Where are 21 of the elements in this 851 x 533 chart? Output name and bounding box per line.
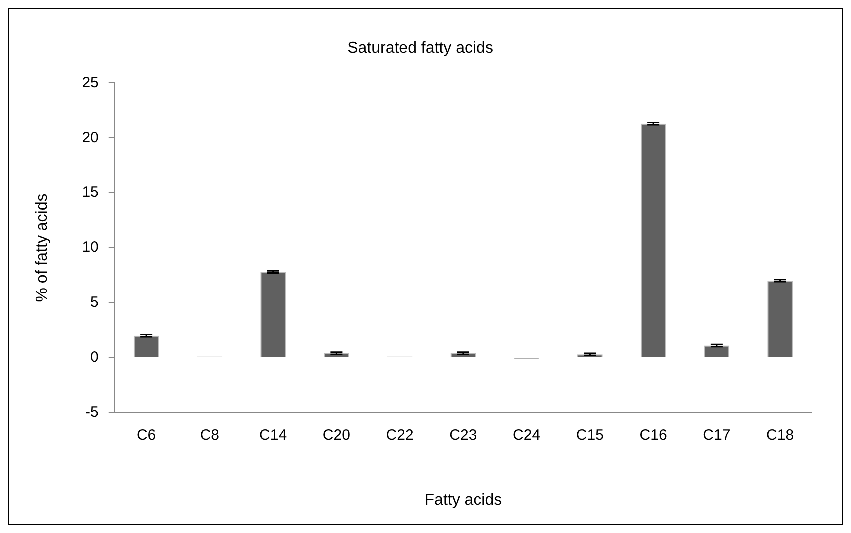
x-tick-label: C22 — [386, 426, 414, 444]
y-tick-label: 25 — [82, 74, 99, 92]
y-axis-title: % of fatty acids — [34, 194, 52, 302]
x-tick-label: C24 — [513, 426, 541, 444]
x-tick-label: C20 — [322, 426, 350, 444]
x-tick-label: C16 — [640, 426, 668, 444]
chart-title: Saturated fatty acids — [348, 40, 494, 58]
x-tick-label: C23 — [450, 426, 478, 444]
y-tick-label: 20 — [82, 129, 99, 146]
y-tick-label: 0 — [90, 349, 99, 366]
y-tick-label: 10 — [82, 239, 99, 256]
x-tick-label: C8 — [200, 426, 220, 444]
x-axis-title: Fatty acids — [424, 492, 502, 509]
x-tick-label: C14 — [260, 426, 288, 444]
y-tick-label: 15 — [82, 184, 99, 202]
x-tick-label: C18 — [766, 426, 794, 444]
x-tick-label: C17 — [703, 426, 731, 444]
x-tick-label: C15 — [576, 426, 604, 444]
y-tick-label: -5 — [86, 404, 99, 421]
y-tick-label: 5 — [90, 294, 99, 312]
x-tick-label: C6 — [136, 426, 156, 444]
